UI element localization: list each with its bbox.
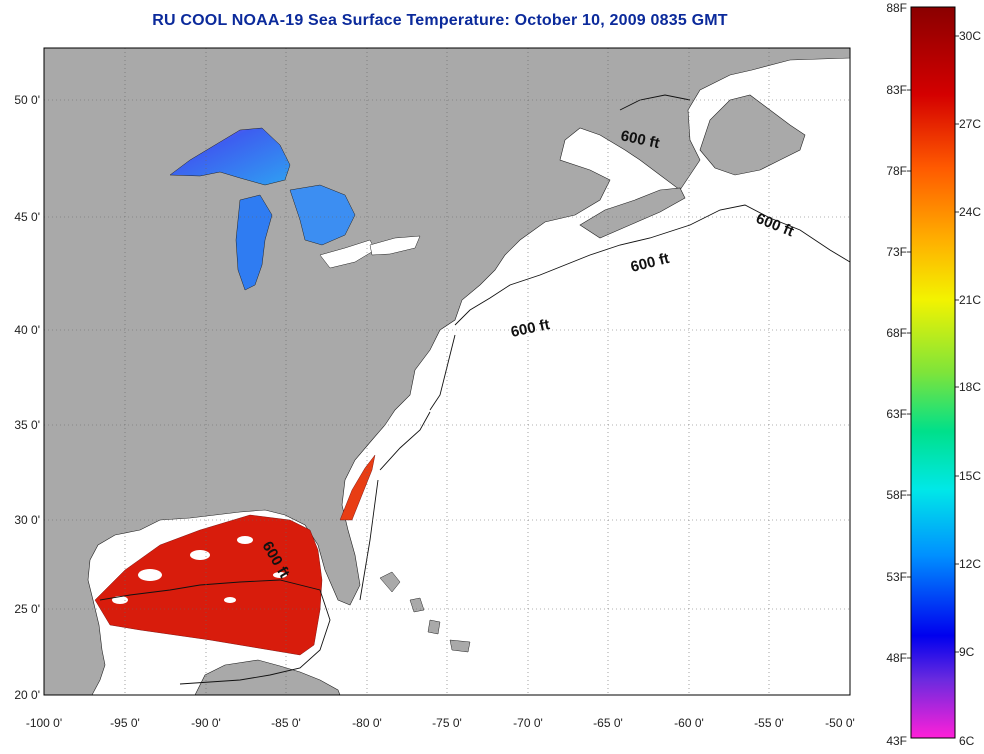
land-cuba [194, 659, 341, 696]
cbar-f-78: 78F [886, 164, 907, 178]
lake-superior [169, 127, 291, 186]
cbar-c-12: 12C [959, 557, 981, 571]
lon-label-75: -75 0' [432, 716, 462, 730]
lat-label-25: 25 0' [14, 602, 40, 616]
lat-label-50: 50 0' [14, 93, 40, 107]
cbar-c-18: 18C [959, 380, 981, 394]
lon-label-80: -80 0' [352, 716, 382, 730]
lat-label-35: 35 0' [14, 418, 40, 432]
lat-label-30: 30 0' [14, 513, 40, 527]
cbar-f-83: 83F [886, 83, 907, 97]
cbar-f-48: 48F [886, 651, 907, 665]
cbar-f-88: 88F [886, 1, 907, 15]
land-bahamas [379, 571, 471, 653]
lake-ontario [369, 235, 421, 256]
cbar-c-15: 15C [959, 469, 981, 483]
cbar-f-43: 43F [886, 734, 907, 748]
lon-label-70: -70 0' [513, 716, 543, 730]
cbar-f-58: 58F [886, 488, 907, 502]
lat-label-45: 45 0' [14, 210, 40, 224]
sst-gulf-of-mexico [94, 514, 323, 656]
map-frame [43, 47, 851, 696]
cbar-c-30: 30C [959, 29, 981, 43]
lon-label-95: -95 0' [110, 716, 140, 730]
colorbar-ticks [907, 35, 959, 659]
colorbar [910, 6, 956, 739]
cbar-f-73: 73F [886, 245, 907, 259]
cbar-f-68: 68F [886, 326, 907, 340]
lat-label-40: 40 0' [14, 323, 40, 337]
land-nova-scotia [579, 187, 686, 239]
lon-label-85: -85 0' [271, 716, 301, 730]
cbar-c-6: 6C [959, 734, 975, 748]
cbar-c-9: 9C [959, 645, 975, 659]
cbar-f-63: 63F [886, 407, 907, 421]
lon-label-50: -50 0' [825, 716, 855, 730]
lake-huron [289, 184, 356, 246]
cbar-c-24: 24C [959, 205, 981, 219]
cloud-speckles [112, 536, 287, 604]
lon-label-90: -90 0' [191, 716, 221, 730]
lon-label-100: -100 0' [26, 716, 62, 730]
cbar-f-53: 53F [886, 570, 907, 584]
lon-label-60: -60 0' [674, 716, 704, 730]
sst-florida-coast [339, 454, 376, 521]
lat-label-20: 20 0' [14, 688, 40, 702]
map-title: RU COOL NOAA-19 Sea Surface Temperature:… [152, 12, 728, 29]
depth-contours [99, 94, 851, 685]
cbar-c-27: 27C [959, 117, 981, 131]
lon-label-65: -65 0' [593, 716, 623, 730]
cbar-c-21: 21C [959, 293, 981, 307]
lon-label-55: -55 0' [754, 716, 784, 730]
lake-michigan [235, 194, 273, 291]
land-newfoundland [699, 94, 806, 176]
